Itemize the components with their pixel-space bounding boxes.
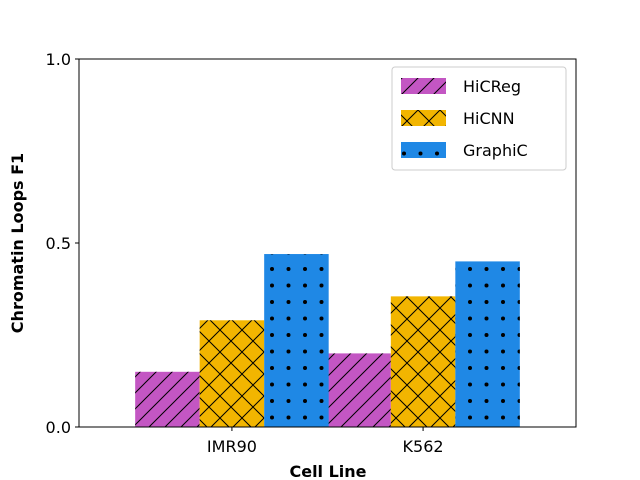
graphic-bar-imr90-hatch xyxy=(264,254,329,427)
y-tick-label: 0.0 xyxy=(46,418,71,437)
graphic-bar-k562-hatch xyxy=(455,261,520,427)
y-axis-label: Chromatin Loops F1 xyxy=(8,153,27,333)
y-tick-label: 1.0 xyxy=(46,50,71,69)
legend-swatch-hatch-hicreg xyxy=(401,78,446,94)
legend: HiCReg HiCNN GraphiC xyxy=(391,66,567,171)
x-tick-label: K562 xyxy=(403,437,444,456)
bars-group xyxy=(135,254,520,427)
legend-swatch-hatch-graphic xyxy=(401,142,446,158)
x-axis-label: Cell Line xyxy=(289,462,366,480)
hicreg-bar-imr90-hatch xyxy=(135,371,200,427)
hicreg-bar-k562-hatch xyxy=(326,353,391,427)
legend-label-hicreg: HiCReg xyxy=(463,77,521,96)
legend-label-hicnn: HiCNN xyxy=(463,109,515,128)
y-tick-label: 0.5 xyxy=(46,234,71,253)
axes-group: 0.0 0.5 1.0 IMR90 K562 xyxy=(46,50,577,456)
hicnn-bar-imr90-hatch xyxy=(199,320,265,427)
x-tick-label: IMR90 xyxy=(207,437,257,456)
hicnn-bar-k562-hatch xyxy=(390,296,456,427)
legend-label-graphic: GraphiC xyxy=(463,141,528,160)
legend-swatch-hatch-hicnn xyxy=(401,110,446,126)
